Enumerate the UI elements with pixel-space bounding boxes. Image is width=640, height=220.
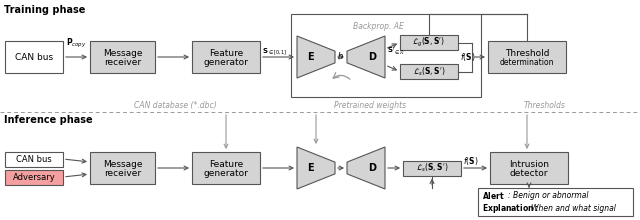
Text: $\mathcal{L}_{s}(\mathbf{S},\mathbf{S}^{\prime})$: $\mathcal{L}_{s}(\mathbf{S},\mathbf{S}^{… [413,65,445,78]
Text: D: D [368,52,376,62]
Text: $\mathcal{L}_{s}(\mathbf{S},\mathbf{S}^{\prime})$: $\mathcal{L}_{s}(\mathbf{S},\mathbf{S}^{… [416,162,448,174]
Text: $\mathbf{P}_{copy}$: $\mathbf{P}_{copy}$ [67,37,87,50]
Text: generator: generator [204,57,248,66]
Text: Inference phase: Inference phase [4,115,93,125]
Bar [400,35,458,50]
Text: Message: Message [103,48,142,57]
Text: E: E [307,52,314,62]
Text: Backprop. AE: Backprop. AE [353,22,403,31]
Text: detector: detector [509,169,548,178]
Text: Feature: Feature [209,160,243,169]
Bar [488,41,566,73]
Bar [90,41,155,73]
Text: : Benign or abnormal: : Benign or abnormal [508,191,589,200]
Bar [5,169,63,185]
Bar [5,41,63,73]
Text: E: E [307,163,314,173]
Bar [490,152,568,184]
Text: CAN database (*.dbc): CAN database (*.dbc) [134,101,216,110]
Text: Threshold: Threshold [505,48,549,57]
Text: $\mathbf{S}_{\in[0,1]}$: $\mathbf{S}_{\in[0,1]}$ [262,47,287,57]
Polygon shape [297,147,335,189]
Bar [400,64,458,79]
Text: $\mathcal{L}_{g}(\mathbf{S},\mathbf{S}^{\prime})$: $\mathcal{L}_{g}(\mathbf{S},\mathbf{S}^{… [413,36,445,49]
Polygon shape [347,147,385,189]
Bar [192,152,260,184]
Text: Feature: Feature [209,48,243,57]
Text: $f(\mathbf{S})$: $f(\mathbf{S})$ [463,155,479,167]
Text: determination: determination [500,57,554,66]
Bar [478,188,633,216]
Text: Intrusion: Intrusion [509,160,549,169]
Text: D: D [368,163,376,173]
Text: CAN bus: CAN bus [16,154,52,163]
Text: receiver: receiver [104,57,141,66]
Text: $\mathbf{Explanation:}$: $\mathbf{Explanation:}$ [482,202,539,214]
Text: Message: Message [103,160,142,169]
Text: $h$: $h$ [337,50,344,60]
Text: CAN bus: CAN bus [15,53,53,62]
Bar [291,14,481,97]
Text: Thresholds: Thresholds [524,101,566,110]
Text: Adversary: Adversary [13,172,56,182]
Bar [5,152,63,167]
Polygon shape [347,36,385,78]
Text: Pretrained weights: Pretrained weights [334,101,406,110]
Bar [90,152,155,184]
Polygon shape [297,36,335,78]
Bar [403,161,461,176]
Text: $\mathbf{Alert}$: $\mathbf{Alert}$ [482,189,505,200]
Text: Training phase: Training phase [4,5,85,15]
Text: $\mathbf{S}'_{\in\mathbb{R}}$: $\mathbf{S}'_{\in\mathbb{R}}$ [387,45,405,57]
Text: $f(\mathbf{S})$: $f(\mathbf{S})$ [460,51,476,63]
Text: generator: generator [204,169,248,178]
Text: receiver: receiver [104,169,141,178]
Text: When and what signal: When and what signal [531,204,616,213]
Bar [192,41,260,73]
